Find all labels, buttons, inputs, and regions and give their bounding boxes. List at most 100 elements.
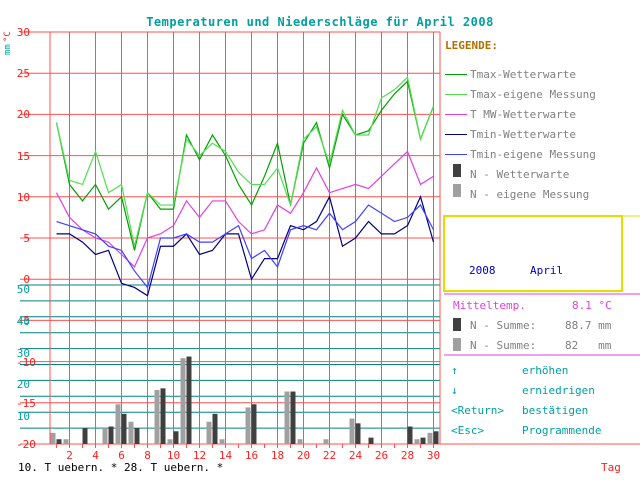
control-key[interactable]: ↓: [451, 384, 458, 397]
legend-label: N - Wetterwarte: [470, 168, 570, 181]
temp-tick-label: -10: [16, 355, 36, 369]
mean-temp-value: 8.1 °C: [572, 299, 612, 312]
legend-label: Tmax-eigene Messung: [470, 88, 596, 101]
sum-swatch-eigene: [453, 338, 461, 351]
temp-unit-label: °C: [3, 31, 13, 42]
x-tick-label: 2: [66, 449, 73, 462]
temp-tick-label: -5: [16, 314, 30, 328]
precip-bar-eigene: [50, 432, 56, 444]
chart-title: Temperaturen und Niederschläge für April…: [146, 15, 494, 29]
legend-label: N - eigene Messung: [470, 188, 590, 201]
precip-bar-eigene: [154, 389, 160, 444]
precip-bar-eigene: [219, 439, 225, 444]
legend-line-swatch: [445, 114, 467, 115]
temp-tick-label: 30: [16, 26, 30, 39]
precip-sum-eigene-label: N - Summe:: [470, 339, 537, 352]
legend-label: T MW-Wetterwarte: [470, 108, 576, 121]
temp-tick-label: -15: [16, 396, 36, 410]
temp-tick-label: 5: [23, 232, 30, 245]
control-action: bestätigen: [522, 404, 589, 417]
x-tick-label: 8: [144, 449, 151, 462]
precip-tick-label: 20: [16, 378, 30, 392]
precip-bar-wetterwarte: [173, 431, 179, 444]
precip-tick-label: 50: [16, 283, 30, 296]
control-action: erhöhen: [522, 364, 569, 377]
precip-sum-eigene-value: 82 mm: [565, 339, 612, 352]
year-label: 2008: [469, 264, 496, 277]
x-tick-label: 4: [92, 449, 99, 462]
x-tick-label: 10: [166, 449, 181, 462]
control-action: erniedrigen: [522, 384, 595, 397]
precip-bar-wetterwarte: [82, 428, 88, 444]
precip-bar-eigene: [167, 439, 173, 444]
sum-swatch-wetterwarte: [453, 318, 461, 331]
precip-bar-wetterwarte: [355, 423, 361, 444]
line-tmax-wetterwarte: [55, 80, 435, 251]
precip-bar-eigene: [297, 439, 303, 444]
precip-bar-eigene: [284, 391, 290, 444]
precip-bar-wetterwarte: [134, 428, 140, 444]
x-tick-label: 28: [400, 449, 415, 462]
precip-bar-wetterwarte: [420, 437, 426, 444]
precip-bar-eigene: [180, 358, 186, 444]
footnote: 10. T uebern. * 28. T uebern. *: [18, 461, 224, 474]
line-tmax-eigene-messung: [55, 76, 435, 247]
precip-bar-eigene: [206, 421, 212, 444]
month-label: April: [530, 264, 564, 277]
x-tick-label: 12: [192, 449, 207, 462]
line-tmin-eigene-messung: [56, 204, 435, 289]
precip-bars: [50, 356, 439, 444]
temp-tick-label: 25: [16, 67, 30, 81]
precip-bar-eigene: [427, 432, 433, 444]
precip-bar-wetterwarte: [407, 426, 413, 444]
precip-bar-eigene: [63, 439, 69, 444]
temp-tick-label: 15: [16, 149, 30, 163]
precip-tick-label: 30: [16, 346, 30, 360]
x-tick-label: 20: [296, 449, 311, 462]
precip-tick-label: 10: [16, 410, 30, 424]
precip-bar-eigene: [245, 407, 251, 444]
temp-tick-label: 10: [16, 190, 30, 204]
precip-bar-wetterwarte: [290, 391, 296, 444]
legend-label: Tmin-Wetterwarte: [470, 128, 576, 141]
legend-bar-swatch: [453, 164, 461, 177]
x-tick-label: 14: [218, 449, 233, 462]
precip-bar-eigene: [128, 421, 134, 444]
line-tmin-wetterwarte: [56, 195, 435, 297]
x-axis-label: Tag: [601, 461, 621, 474]
mean-temp-label: Mitteltemp.: [453, 299, 526, 312]
precip-bar-eigene: [349, 418, 355, 444]
legend-line-swatch: [445, 154, 467, 155]
legend-line-swatch: [445, 134, 467, 135]
control-key[interactable]: <Esc>: [451, 424, 485, 437]
precip-bar-wetterwarte: [368, 437, 374, 444]
legend-title: LEGENDE:: [445, 39, 498, 52]
temp-tick-label: 0: [23, 273, 30, 287]
x-tick-label: 22: [322, 449, 337, 462]
precip-tick-label: 40: [16, 314, 30, 328]
legend-line-swatch: [445, 94, 467, 95]
legend-label: Tmin-eigene Messung: [470, 148, 596, 161]
temp-lines: [55, 76, 435, 297]
legend-label: Tmax-Wetterwarte: [470, 68, 576, 81]
precip-bar-eigene: [414, 439, 420, 444]
precip-bar-wetterwarte: [160, 388, 166, 444]
precip-bar-eigene: [102, 428, 108, 444]
precip-bar-eigene: [115, 404, 121, 444]
x-tick-label: 26: [374, 449, 389, 462]
line-t-mw-wetterwarte: [55, 150, 434, 268]
precip-bar-wetterwarte: [56, 439, 62, 444]
precip-bar-wetterwarte: [433, 431, 439, 444]
x-tick-label: 30: [426, 449, 441, 462]
precip-bar-wetterwarte: [108, 426, 114, 444]
temp-tick-label: 20: [16, 108, 30, 122]
legend-bar-swatch: [453, 184, 461, 197]
control-key[interactable]: <Return>: [451, 404, 504, 417]
control-key[interactable]: ↑: [451, 364, 458, 377]
x-tick-label: 24: [348, 449, 363, 462]
precip-sum-wetterwarte-label: N - Summe:: [470, 319, 537, 332]
temp-tick-label: -20: [16, 438, 36, 451]
precip-bar-eigene: [323, 439, 329, 444]
legend-line-swatch: [445, 74, 467, 75]
